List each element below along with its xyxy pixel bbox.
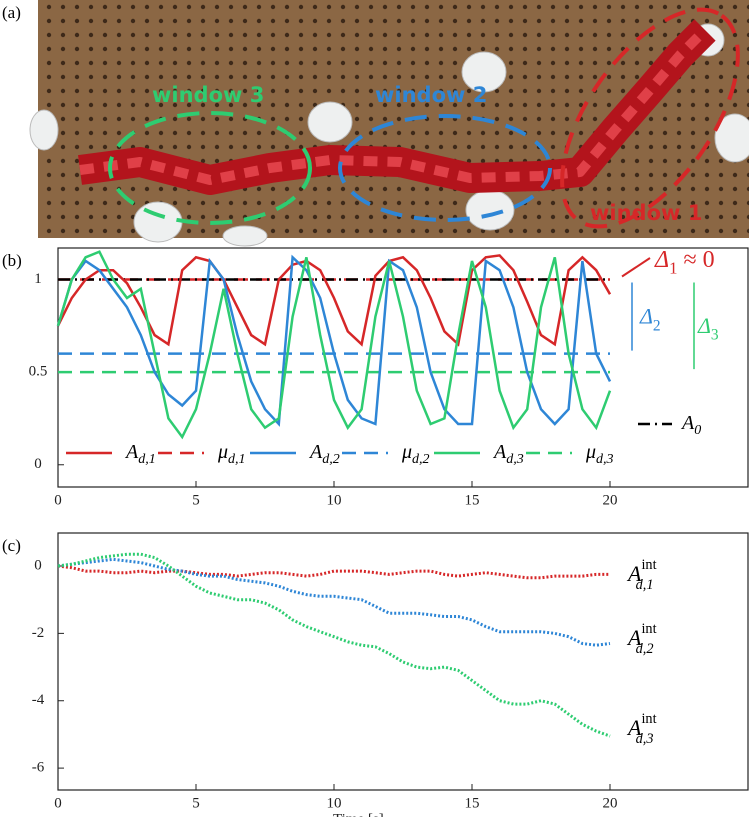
- legend-label: Ad,1: [124, 441, 156, 468]
- annotation-sub: 1: [669, 258, 677, 277]
- plot-frame: [57, 532, 749, 791]
- legend-label: μd,1: [217, 441, 246, 468]
- series-label: Aint d,1: [626, 557, 657, 593]
- annotation-rest: ≈ 0: [677, 247, 714, 273]
- y-tick-label: 0.5: [29, 364, 48, 380]
- legend-label-base: A: [124, 441, 139, 463]
- legend-label-sub: d,2: [412, 452, 430, 467]
- annotation-arrow: [621, 257, 651, 278]
- window-label: window 2: [375, 83, 487, 107]
- x-tick-label: 15: [465, 492, 480, 508]
- window-label: window 3: [152, 83, 264, 107]
- window-label: window 1: [590, 201, 702, 225]
- series-label-sub: d,3: [636, 731, 654, 747]
- panel-label: (c): [2, 536, 21, 555]
- annotation-base: Δ: [654, 247, 669, 273]
- legend-label: Ad,2: [308, 441, 340, 468]
- series-label-base: A: [626, 625, 642, 650]
- legend-label-base: A: [308, 441, 323, 463]
- legend-label: Ad,3: [492, 441, 524, 468]
- x-axis-label: Time [s]: [333, 811, 384, 817]
- series-line: [56, 250, 612, 440]
- y-tick-label: 1: [34, 271, 42, 287]
- legend-label-base: A: [680, 412, 695, 434]
- panel-label: (a): [2, 3, 21, 22]
- legend-label-base: μ: [585, 441, 596, 463]
- x-tick-label: 5: [192, 492, 200, 508]
- x-tick-label: 5: [192, 795, 200, 811]
- series-line: [56, 254, 612, 427]
- series-label-sup: int: [641, 711, 656, 727]
- annotation-base: Δ: [639, 304, 653, 329]
- legend-label: A0: [680, 412, 701, 439]
- annotation: Δ3: [697, 313, 719, 343]
- legend-label-sub: d,3: [596, 452, 614, 467]
- annotation: Δ1 ≈ 0: [654, 247, 715, 278]
- x-tick-label: 15: [465, 795, 480, 811]
- legend-label-sub: d,1: [138, 452, 156, 467]
- x-tick-label: 10: [327, 795, 342, 811]
- annotation-sub: 3: [711, 326, 719, 343]
- series-line: [57, 564, 610, 580]
- series-label: Aint d,2: [626, 621, 657, 657]
- x-tick-label: 0: [54, 795, 62, 811]
- x-tick-label: 20: [603, 795, 618, 811]
- series-line: [57, 552, 611, 738]
- series-label: Aint d,3: [626, 711, 657, 747]
- series-label-base: A: [626, 561, 642, 586]
- series-label-base: A: [626, 715, 642, 740]
- series-line: [56, 254, 612, 347]
- legend-label: μd,2: [401, 441, 430, 468]
- y-tick-label: 0: [34, 557, 42, 573]
- y-tick-label: -4: [32, 692, 45, 708]
- legend-label-sub: d,1: [228, 452, 246, 467]
- y-tick-label: -6: [32, 760, 45, 776]
- x-tick-label: 0: [54, 492, 62, 508]
- plot-frame: [57, 247, 749, 488]
- x-tick-label: 20: [603, 492, 618, 508]
- legend-label-sub: d,2: [322, 452, 340, 467]
- y-tick-label: -2: [32, 625, 45, 641]
- series-label-sup: int: [641, 621, 656, 637]
- legend-label-base: μ: [217, 441, 228, 463]
- series-line: [57, 557, 611, 647]
- legend-label-base: A: [492, 441, 507, 463]
- series-label-sub: d,2: [636, 641, 654, 657]
- annotation: Δ2: [639, 304, 661, 334]
- series-label-sub: d,1: [636, 577, 654, 593]
- y-tick-label: 0: [34, 456, 42, 472]
- panel-label: (b): [2, 251, 22, 270]
- photo: [29, 0, 749, 247]
- legend-label-sub: 0: [694, 423, 701, 438]
- legend-label: μd,3: [585, 441, 614, 468]
- legend-label-base: μ: [401, 441, 412, 463]
- legend-label-sub: d,3: [506, 452, 524, 467]
- series-label-sup: int: [641, 557, 656, 573]
- x-tick-label: 10: [327, 492, 342, 508]
- annotation-sub: 2: [653, 317, 661, 334]
- annotation-base: Δ: [697, 313, 711, 338]
